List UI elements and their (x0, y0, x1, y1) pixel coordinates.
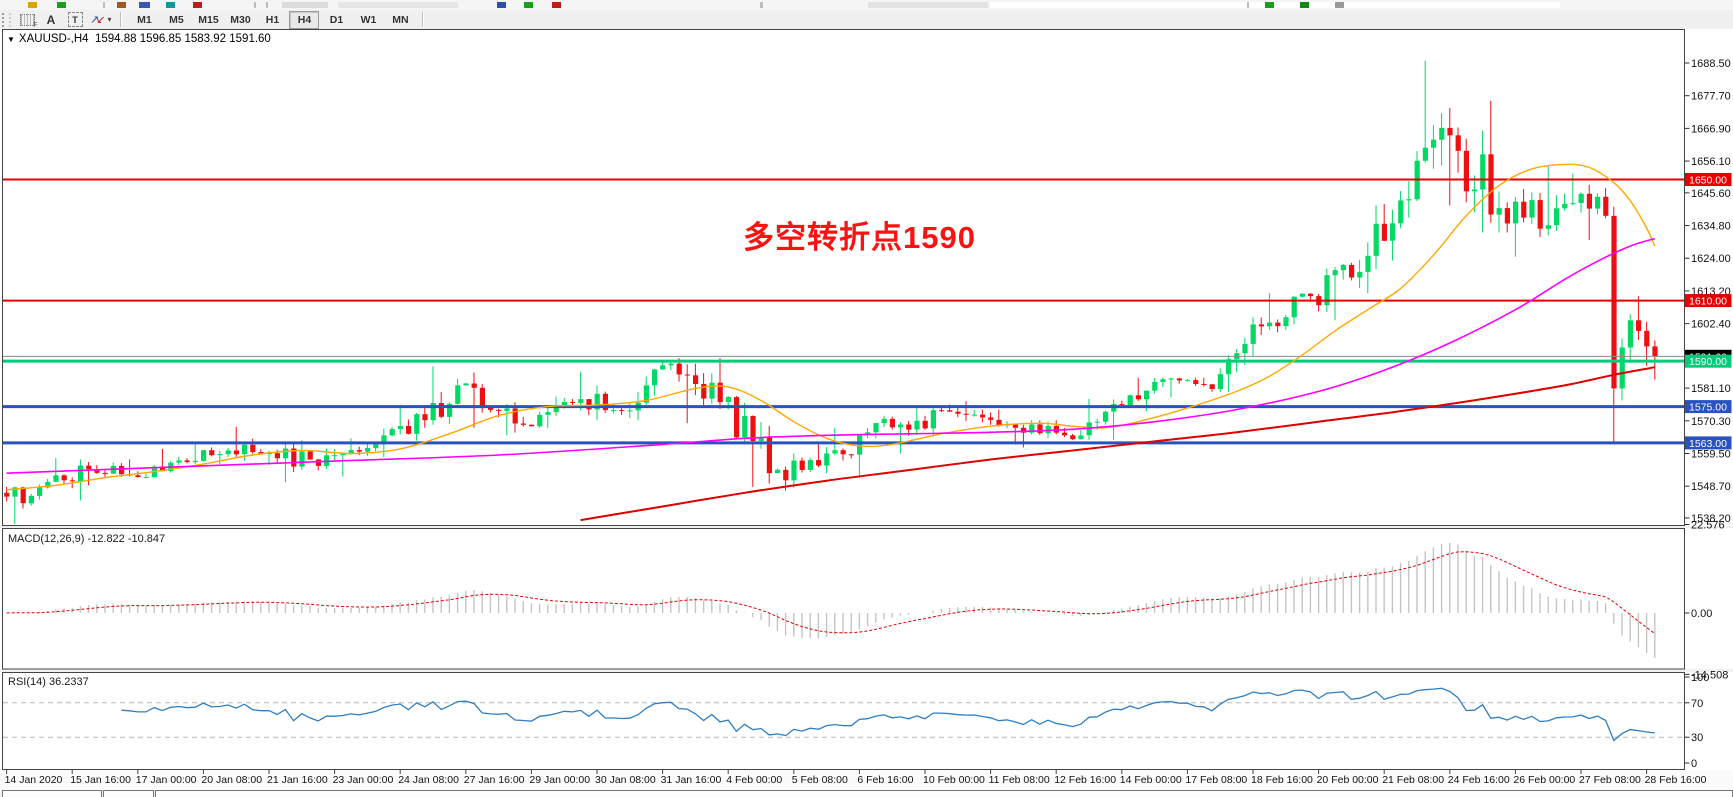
toolbar-fragment-icon (760, 2, 763, 8)
bottom-tab-box[interactable] (103, 790, 154, 797)
toolbar-fragment-icon (338, 2, 458, 8)
timeframe-button-m1[interactable]: M1 (137, 14, 152, 26)
timeframe-button-d1[interactable]: D1 (329, 14, 344, 26)
timeframe-buttons: M1 M5 M15 M30 H1 H4 D1 W1 MN (128, 10, 416, 29)
chart-title: ▼ XAUUSD-,H4 1594.88 1596.85 1583.92 1591… (7, 33, 271, 45)
timeframe-button-m30[interactable]: M30 (230, 14, 251, 26)
chart-annotation-text: 多空转折点1590 (743, 220, 976, 255)
toolbar-separator (120, 12, 123, 27)
toolbar-fragment-icon (497, 2, 506, 8)
timeframe-button-m15[interactable]: M15 (198, 14, 219, 26)
toolbar-drag-handle[interactable] (2, 12, 11, 27)
toolbar-fragment-icon (28, 2, 37, 8)
toolbar-fragment-icon (57, 2, 66, 8)
toolbar-fragment-icon (552, 2, 561, 8)
toolbar-separator (422, 12, 425, 27)
toolbar-fragment-icon (524, 2, 533, 8)
toolbar-fragment-icon (282, 2, 328, 8)
toolbar-fragment-icon (254, 2, 256, 8)
grid-icon[interactable]: F (18, 11, 38, 29)
timeframe-button-h4[interactable]: H4 (289, 11, 320, 29)
toolbar-fragment-icon (139, 2, 150, 8)
macd-indicator-label: MACD(12,26,9) -12.822 -10.847 (8, 533, 165, 545)
arrows-tool-icon[interactable]: ↗ ↙ ▾ (90, 11, 111, 28)
macd-name: MACD(12,26,9) (8, 533, 85, 545)
rsi-name: RSI(14) (8, 676, 46, 688)
timeframe-button-m5[interactable]: M5 (169, 14, 184, 26)
toolbar-fragment-icon (103, 2, 105, 8)
text-tool-icon[interactable]: A (46, 12, 56, 27)
timeframe-button-mn[interactable]: MN (392, 14, 409, 26)
toolbar-fragment-icon (117, 2, 126, 8)
rsi-value: 36.2337 (48, 676, 89, 688)
bottom-tab-box[interactable] (155, 790, 1733, 797)
toolbar-fragment-icon (193, 2, 202, 8)
timeframe-button-h1[interactable]: H1 (265, 14, 280, 26)
chart-toolbar: F A T ↗ ↙ ▾ M1 M5 M15 M30 H1 H4 D1 W1 MN (0, 10, 1733, 29)
toolbar-fragment-icon (266, 2, 268, 8)
bottom-cutoff-strip (0, 790, 1733, 797)
ohlc-values: 1594.88 1596.85 1583.92 1591.60 (94, 33, 271, 45)
arrow-up-glyph: ↗ (90, 14, 100, 26)
toolbar-fragment-icon (1247, 2, 1249, 8)
t-glyph: T (67, 12, 83, 27)
dropdown-caret-icon[interactable]: ▾ (107, 15, 112, 24)
bottom-tab-box[interactable] (2, 790, 102, 797)
toolbar-fragment-icon (868, 2, 988, 8)
toolbar-fragment-icon (1265, 2, 1274, 8)
grid-glyph: F (19, 13, 38, 29)
macd-values: -12.822 -10.847 (87, 533, 166, 545)
toolbar-fragment-icon (1335, 2, 1344, 8)
time-axis[interactable] (0, 770, 1733, 790)
timeframe-button-w1[interactable]: W1 (360, 14, 377, 26)
macd-panel[interactable] (0, 528, 1733, 669)
symbol-period-label: XAUUSD-,H4 (18, 33, 89, 45)
toolbar-fragment-icon (166, 2, 175, 8)
price-chart-panel[interactable] (0, 29, 1733, 526)
chevron-down-icon[interactable]: ▼ (7, 35, 15, 44)
arrow-down-glyph: ↙ (96, 14, 106, 26)
toolbar-fragment-icon (990, 2, 1560, 8)
toolbar-fragment-icon (1300, 2, 1309, 8)
rsi-indicator-label: RSI(14) 36.2337 (8, 676, 89, 688)
rsi-panel[interactable] (0, 672, 1733, 770)
text-label-tool-icon[interactable]: T (66, 11, 84, 28)
